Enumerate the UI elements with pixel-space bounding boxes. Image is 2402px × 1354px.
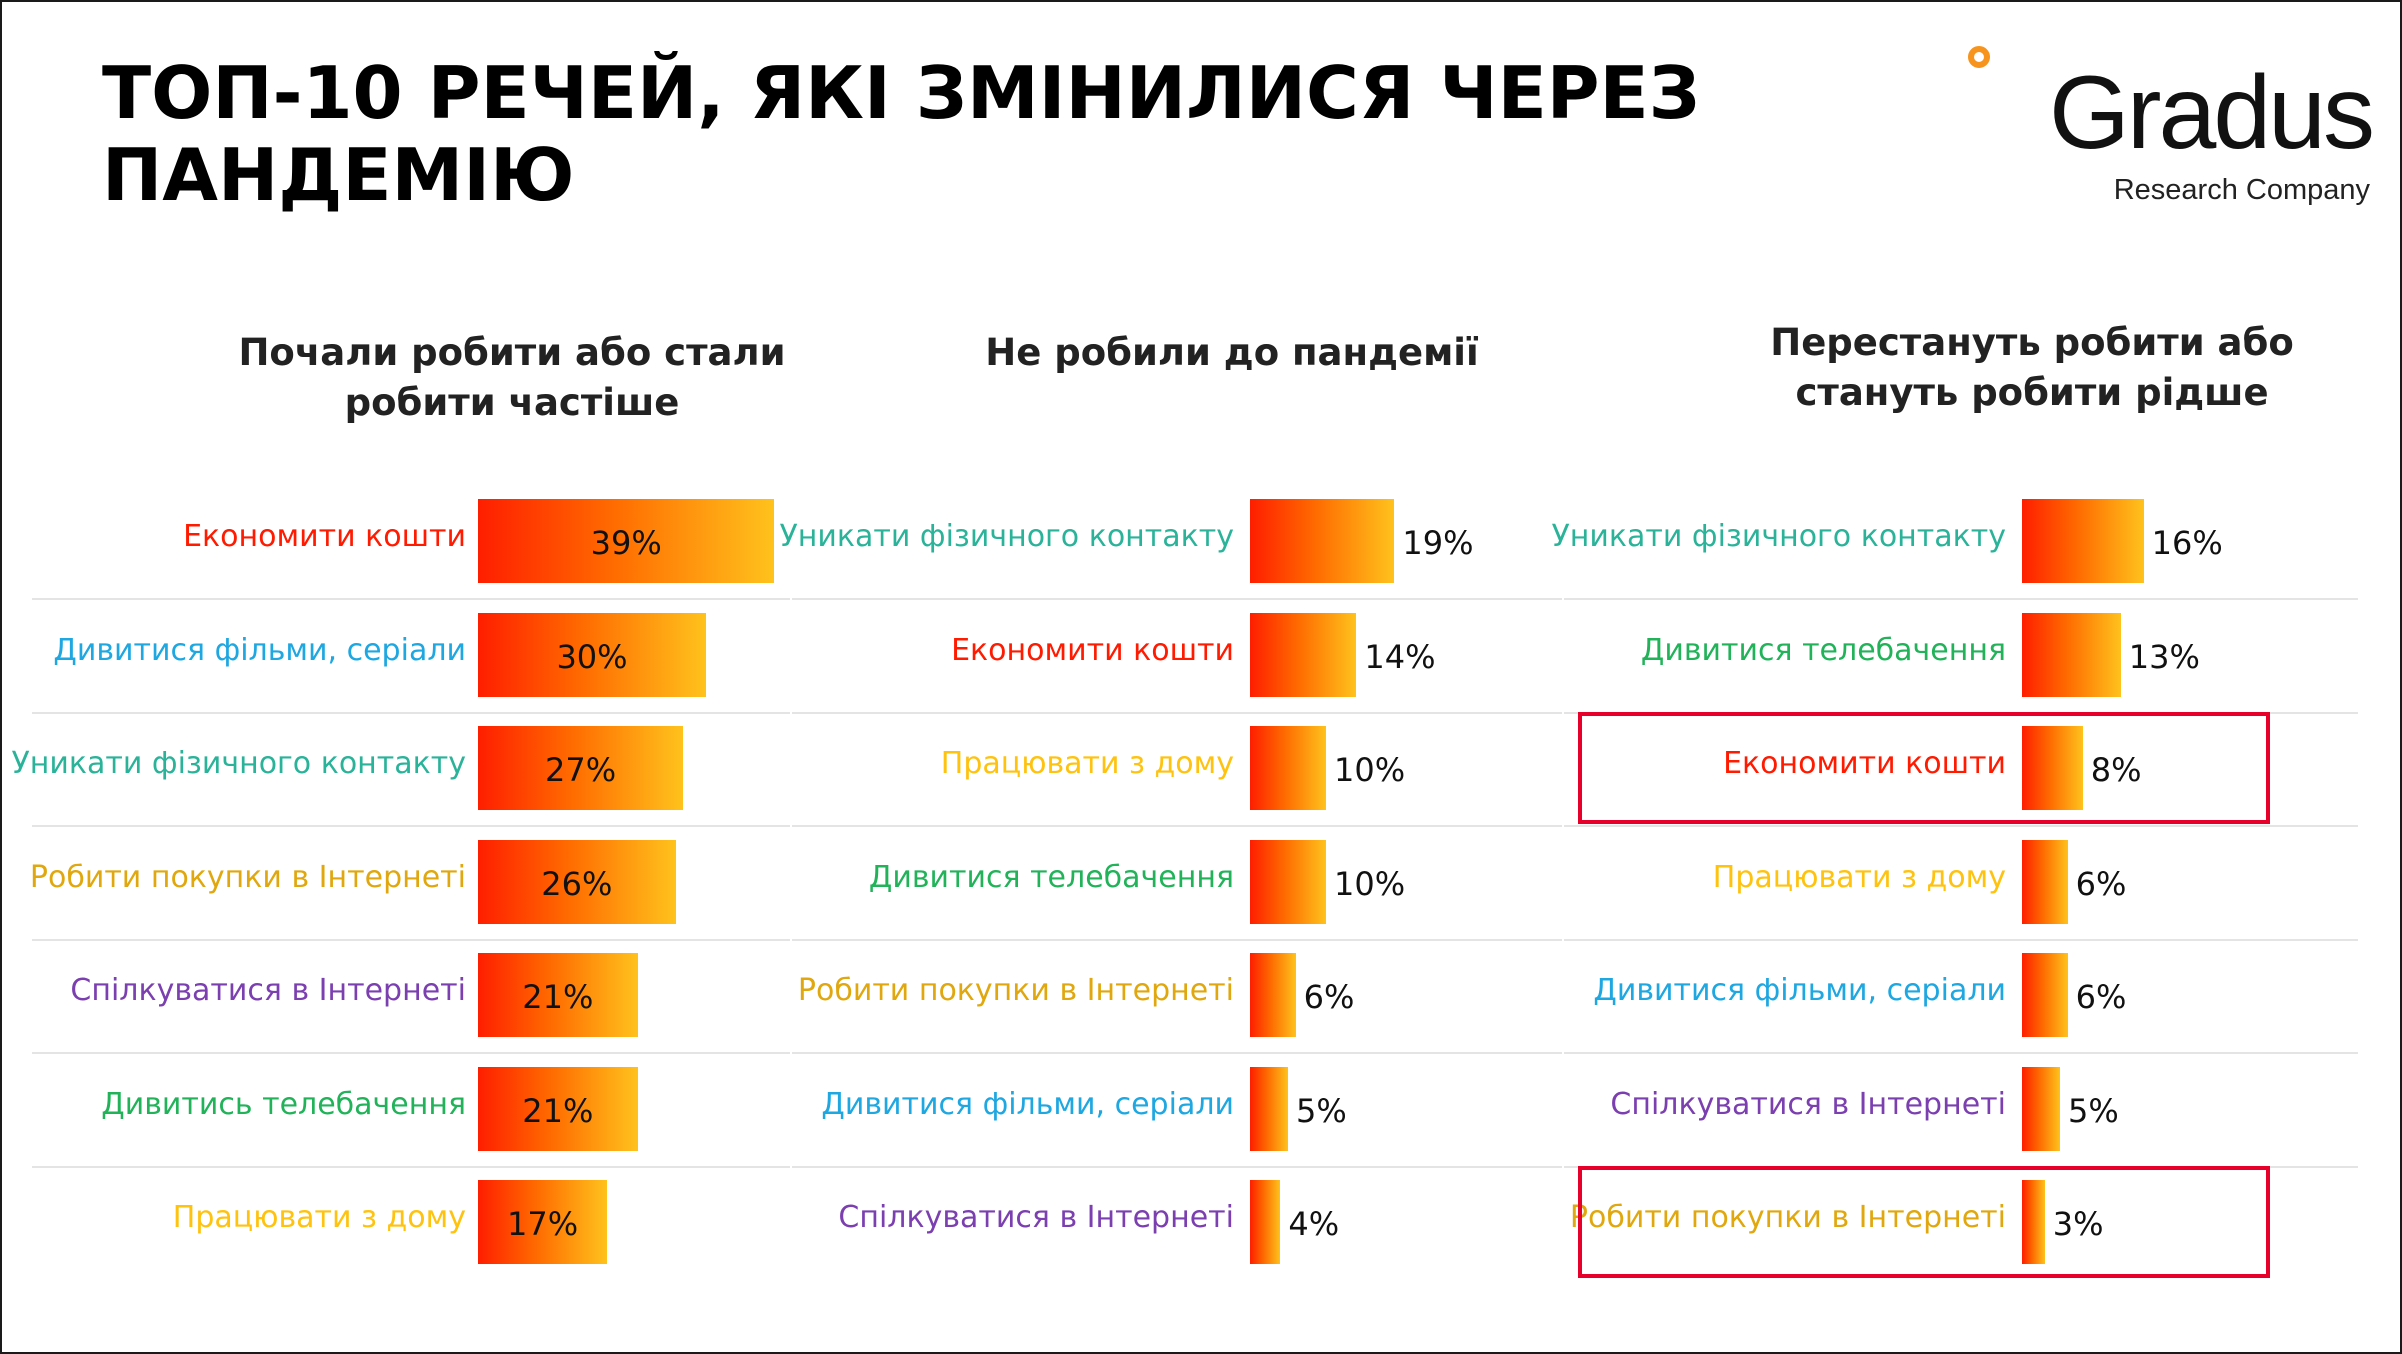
gradus-logo: Gradus Research Company (1962, 38, 2375, 208)
chart-3-category-label: Працювати з дому (1712, 859, 2006, 895)
logo-brand: Gradus (2048, 55, 2375, 171)
row-separator (792, 711, 1562, 714)
row-separator (1564, 1052, 2358, 1054)
chart-3-data-label: 8% (2090, 751, 2142, 789)
chart-1-bar (478, 612, 706, 697)
chart-1-bar (478, 839, 676, 924)
row-separator (32, 598, 790, 600)
logo-dot-icon (1968, 46, 1990, 68)
chart-2-category-label: Робити покупки в Інтернеті (797, 973, 1234, 1008)
chart-1-category-label: Спілкуватися в Інтернеті (70, 973, 466, 1008)
chart-2-bar (1250, 612, 1357, 697)
chart-1-data-label: 21% (522, 978, 594, 1016)
chart-2-data-label: 14% (1364, 637, 1436, 676)
chart-3-bar (2022, 499, 2144, 583)
chart-1-title: Почали робити або стали робити частіше (238, 331, 786, 424)
chart-1-bar (478, 1180, 608, 1264)
chart-3-bar (2022, 839, 2068, 924)
chart-3-category-label: Спілкуватися в Інтернеті (1610, 1086, 2006, 1122)
chart-2-category-label: Дивитися телебачення (868, 859, 1234, 895)
chart-2-bar (1250, 839, 1326, 924)
chart-2-category-label: Дивитися фільми, серіали (821, 1086, 1234, 1122)
chart-3-bar (2022, 726, 2083, 810)
row-separator (792, 938, 1562, 941)
chart-2-bar (1250, 953, 1296, 1037)
row-separator (792, 1052, 1562, 1054)
chart-2-data-label: 19% (1402, 524, 1474, 562)
row-separator (32, 711, 790, 714)
chart-1-data-label: 26% (541, 864, 613, 903)
chart-3-bar (2022, 1066, 2060, 1151)
chart-3-category-label: Дивитися телебачення (1640, 632, 2006, 668)
row-separator (792, 1165, 1562, 1168)
chart-3-data-label: 3% (2052, 1205, 2104, 1243)
row-separator (792, 825, 1562, 827)
chart-1-category-label: Працювати з дому (172, 1200, 466, 1235)
chart-3-category-label: Робити покупки в Інтернеті (1569, 1200, 2006, 1235)
chart-3-title: Перестануть робити або стануть робити рі… (1770, 321, 2294, 414)
chart-1-category-label: Дивитись телебачення (101, 1086, 466, 1122)
chart-1-data-label: 30% (556, 637, 628, 676)
chart-2-bar (1250, 1066, 1288, 1151)
chart-3-bar (2022, 953, 2068, 1037)
chart-3-data-label: 16% (2151, 524, 2223, 562)
chart-2-data-label: 10% (1334, 864, 1406, 903)
chart-1-category-label: Дивитися фільми, серіали (53, 632, 466, 668)
chart-1-data-label: 21% (522, 1091, 594, 1130)
chart-2-category-label: Уникати фізичного контакту (779, 519, 1234, 554)
chart-1-category-label: Робити покупки в Інтернеті (29, 859, 466, 895)
chart-3-highlight-box (1578, 712, 2270, 824)
page-title: ТОП-10 РЕЧЕЙ, ЯКІ ЗМІНИЛИСЯ ЧЕРЕЗ ПАНДЕМ… (102, 51, 1700, 217)
chart-2-bar (1250, 726, 1326, 810)
chart-1-bar (478, 1066, 638, 1151)
chart-1-data-label: 27% (545, 751, 617, 789)
chart-3-category-label: Уникати фізичного контакту (1551, 519, 2006, 554)
chart-2-category-label: Спілкуватися в Інтернеті (838, 1200, 1234, 1235)
row-separator (32, 1052, 790, 1054)
chart-2-data-label: 4% (1288, 1205, 1340, 1243)
chart-3-category-label: Економити кошти (1723, 746, 2006, 781)
chart-3-bar (2022, 1180, 2045, 1264)
row-separator (32, 938, 790, 941)
chart-3-category-label: Дивитися фільми, серіали (1593, 973, 2006, 1008)
chart-3-data-label: 6% (2075, 978, 2127, 1016)
chart-2-bar (1250, 499, 1395, 583)
chart-1-data-label: 39% (590, 524, 662, 562)
chart-3-data-label: 6% (2075, 864, 2127, 903)
row-separator (32, 1165, 790, 1168)
row-separator (1564, 938, 2358, 941)
chart-1-bar (478, 499, 775, 583)
chart-2-category-label: Працювати з дому (940, 746, 1234, 781)
chart-2-category-label: Економити кошти (951, 632, 1234, 668)
logo-tagline: Research Company (2113, 174, 2370, 206)
chart-2-bar (1250, 1180, 1281, 1264)
chart-1-data-label: 17% (507, 1205, 579, 1243)
chart-1-category-label: Економити кошти (183, 519, 466, 554)
chart-2-data-label: 5% (1296, 1091, 1347, 1130)
chart-3-highlight-box (1578, 1166, 2270, 1278)
row-separator (1564, 825, 2358, 827)
row-separator (1564, 598, 2358, 600)
row-separator (792, 598, 1562, 600)
chart-2-title: Не робили до пандемії (985, 331, 1479, 374)
chart-1-bar (478, 953, 638, 1037)
chart-2-data-label: 10% (1334, 751, 1406, 789)
chart-3-data-label: 5% (2068, 1091, 2119, 1130)
chart-1-category-label: Уникати фізичного контакту (11, 746, 466, 781)
row-separator (32, 825, 790, 827)
chart-3-bar (2022, 612, 2121, 697)
chart-2-data-label: 6% (1303, 978, 1355, 1016)
chart-1-bar (478, 726, 684, 810)
chart-3-data-label: 13% (2128, 637, 2200, 676)
